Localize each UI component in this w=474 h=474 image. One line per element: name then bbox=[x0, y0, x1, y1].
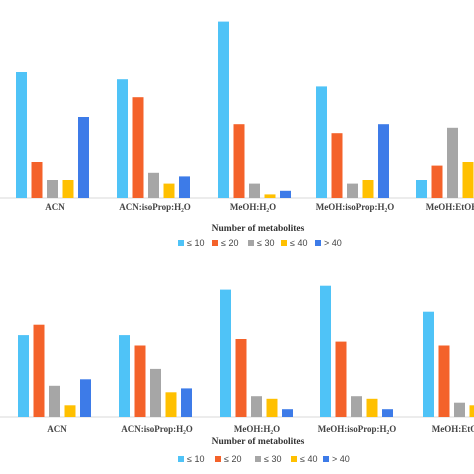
bar-meoh-h-o-series-1 bbox=[220, 289, 231, 417]
bar-meoh-etoh-series-1 bbox=[416, 180, 427, 198]
category-label: MeOH:EtOH bbox=[426, 202, 474, 212]
legend-label: ≤ 40 bbox=[290, 238, 307, 248]
bar-meoh-etoh-series-2 bbox=[431, 165, 443, 198]
category-label: ACN bbox=[45, 202, 65, 212]
bar-acn-series-1 bbox=[16, 72, 27, 198]
bar-meoh-h-o-series-4 bbox=[266, 398, 278, 417]
bar-meoh-isoprop-h-o-series-2 bbox=[335, 341, 347, 417]
bar-acn-series-2 bbox=[33, 324, 45, 417]
swatch-gt40-icon bbox=[315, 240, 321, 246]
swatch-le30-icon bbox=[248, 240, 254, 246]
bar-meoh-etoh-series-2 bbox=[438, 345, 450, 417]
bar-meoh-h-o-series-1 bbox=[218, 21, 229, 198]
legend-label: ≤ 20 bbox=[224, 454, 241, 464]
bar-acn-isoprop-h-o-series-5 bbox=[181, 388, 192, 417]
legend-label: > 40 bbox=[324, 238, 342, 248]
bar-meoh-isoprop-h-o-series-4 bbox=[366, 398, 378, 417]
category-label: MeOH:H₂O bbox=[230, 202, 276, 212]
bar-meoh-isoprop-h-o-series-4 bbox=[362, 180, 374, 198]
bar-acn-isoprop-h-o-series-3 bbox=[150, 368, 161, 417]
swatch-le40-icon bbox=[281, 240, 287, 246]
category-label: MeOH:isoProp:H₂O bbox=[318, 424, 397, 434]
bar-meoh-etoh-series-3 bbox=[447, 127, 458, 198]
legend-label: ≤ 40 bbox=[300, 454, 317, 464]
bar-meoh-etoh-series-1 bbox=[423, 311, 434, 417]
bar-meoh-etoh-series-3 bbox=[454, 402, 465, 417]
bar-acn-isoprop-h-o-series-5 bbox=[179, 176, 190, 198]
legend-label: ≤ 30 bbox=[264, 454, 281, 464]
bar-acn-series-4 bbox=[64, 405, 76, 417]
bar-acn-isoprop-h-o-series-2 bbox=[134, 345, 146, 417]
bar-acn-isoprop-h-o-series-3 bbox=[148, 172, 159, 198]
bar-meoh-h-o-series-4 bbox=[264, 194, 276, 198]
bar-acn-isoprop-h-o-series-1 bbox=[119, 335, 130, 417]
swatch-le30-icon bbox=[255, 456, 261, 462]
bar-meoh-isoprop-h-o-series-1 bbox=[316, 86, 327, 198]
bar-acn-series-2 bbox=[31, 162, 43, 198]
bar-meoh-h-o-series-5 bbox=[280, 190, 291, 198]
bar-meoh-isoprop-h-o-series-5 bbox=[382, 409, 393, 417]
bar-acn-isoprop-h-o-series-1 bbox=[117, 79, 128, 198]
bar-meoh-etoh-series-4 bbox=[462, 162, 474, 198]
category-label: ACN bbox=[47, 424, 67, 434]
bar-meoh-isoprop-h-o-series-5 bbox=[378, 124, 389, 198]
category-label: MeOH:H₂O bbox=[234, 424, 280, 434]
category-label: ACN:isoProp:H₂O bbox=[119, 202, 191, 212]
bar-acn-isoprop-h-o-series-4 bbox=[163, 183, 175, 198]
x-axis-title: Number of metabolites bbox=[212, 224, 305, 234]
swatch-gt40-icon bbox=[323, 456, 329, 462]
legend-label: > 40 bbox=[332, 454, 350, 464]
bar-acn-series-3 bbox=[49, 385, 60, 417]
legend-label: ≤ 10 bbox=[187, 454, 204, 464]
bar-meoh-etoh-series-4 bbox=[469, 405, 474, 417]
bar-meoh-isoprop-h-o-series-3 bbox=[347, 183, 358, 198]
category-label: ACN:isoProp:H₂O bbox=[121, 424, 193, 434]
bar-acn-series-1 bbox=[18, 335, 29, 417]
bar-acn-series-5 bbox=[78, 117, 89, 198]
bar-acn-isoprop-h-o-series-4 bbox=[165, 392, 177, 417]
bar-meoh-h-o-series-5 bbox=[282, 409, 293, 417]
swatch-le40-icon bbox=[291, 456, 297, 462]
bar-acn-series-4 bbox=[62, 180, 74, 198]
swatch-le10-icon bbox=[178, 240, 184, 246]
bar-meoh-isoprop-h-o-series-2 bbox=[331, 133, 343, 198]
bar-acn-isoprop-h-o-series-2 bbox=[132, 97, 144, 198]
bar-meoh-h-o-series-3 bbox=[249, 183, 260, 198]
category-label: MeOH:isoProp:H₂O bbox=[316, 202, 395, 212]
x-axis-title: Number of metabolites bbox=[212, 437, 305, 447]
swatch-le20-icon bbox=[215, 456, 221, 462]
legend-label: ≤ 30 bbox=[257, 238, 274, 248]
bar-acn-series-5 bbox=[80, 379, 91, 417]
bar-meoh-h-o-series-2 bbox=[235, 339, 247, 417]
legend-label: ≤ 20 bbox=[221, 238, 238, 248]
bar-meoh-isoprop-h-o-series-3 bbox=[351, 396, 362, 417]
legend-label: ≤ 10 bbox=[187, 238, 204, 248]
swatch-le10-icon bbox=[178, 456, 184, 462]
bar-acn-series-3 bbox=[47, 180, 58, 198]
bar-meoh-h-o-series-3 bbox=[251, 396, 262, 417]
bar-meoh-isoprop-h-o-series-1 bbox=[320, 285, 331, 417]
category-label: MeOH:EtOH bbox=[432, 424, 474, 434]
swatch-le20-icon bbox=[212, 240, 218, 246]
bar-meoh-h-o-series-2 bbox=[233, 124, 245, 198]
